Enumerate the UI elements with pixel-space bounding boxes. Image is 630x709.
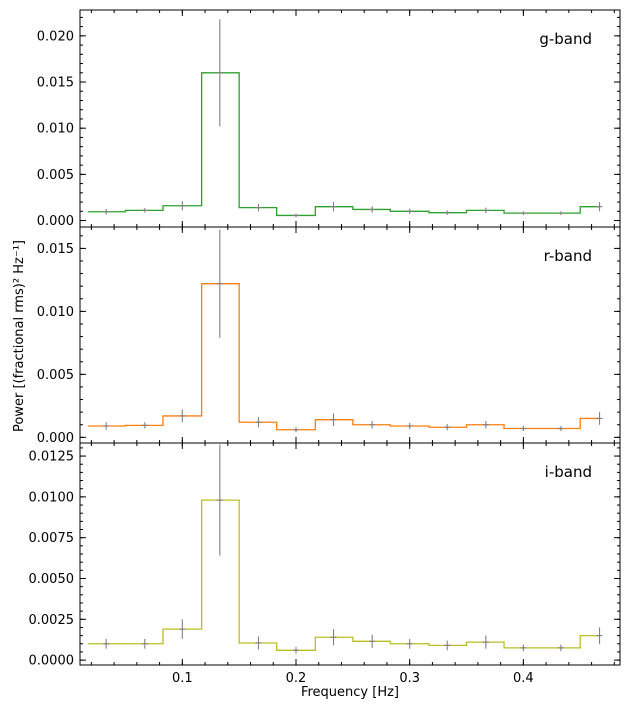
y-tick-label: 0.015 [37,242,74,257]
y-tick-label: 0.0025 [29,613,75,628]
x-tick-label: 0.4 [513,671,534,686]
y-tick-label: 0.0125 [29,450,75,465]
x-axis-label: Frequency [Hz] [301,685,399,700]
y-tick-label: 0.0075 [29,531,75,546]
y-tick-label: 0.020 [37,29,74,44]
y-tick-label: 0.0100 [29,490,75,505]
band-label: i-band [545,463,592,481]
panel-frame [79,226,621,444]
y-axis-label: Power [(fractional rms)² Hz⁻¹] [12,240,27,432]
y-tick-label: 0.000 [37,431,74,446]
y-tick-label: 0.015 [37,76,74,91]
x-tick-label: 0.2 [286,671,307,686]
y-tick-label: 0.0000 [29,654,75,669]
panel-g-band: 0.000 0.005 0.010 0.015 0.020 g-band [37,9,621,229]
y-tick-label: 0.0050 [29,572,75,587]
series-line-g-band [87,72,600,217]
panel-i-band: 0.0000 0.0025 0.0050 0.0075 0.0100 0.0125 i-ba… [29,442,621,669]
x-tick-label: 0.3 [399,671,420,686]
y-tick-label: 0.005 [37,168,74,183]
band-label: r-band [544,247,592,265]
series-line-r-band [87,283,600,431]
panel-r-band: 0.000 0.005 0.010 0.015 r-band [37,226,621,446]
y-tick-label: 0.010 [37,122,74,137]
band-label: g-band [539,30,592,48]
y-tick-label: 0.010 [37,305,74,320]
series-line-i-band [87,499,600,651]
y-tick-label: 0.005 [37,368,74,383]
x-tick-label: 0.1 [172,671,193,686]
y-tick-label: 0.000 [37,214,74,229]
panel-frame [79,442,621,666]
